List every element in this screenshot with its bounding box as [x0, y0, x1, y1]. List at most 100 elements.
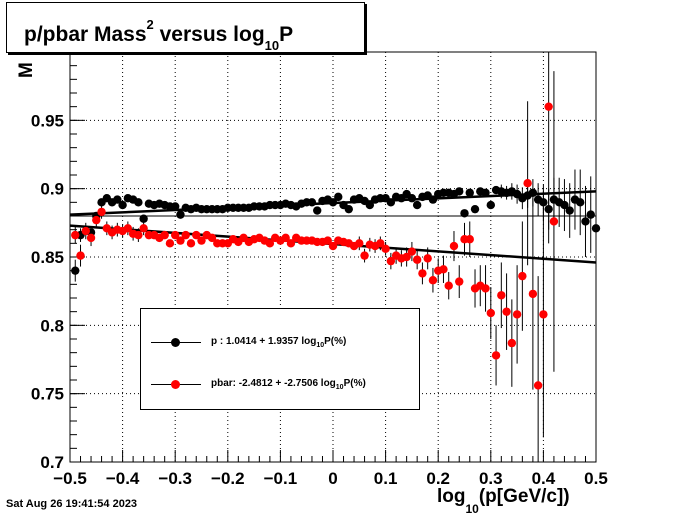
- legend-p-sub: 10: [316, 342, 325, 349]
- x-tick-label: −0.5: [53, 469, 87, 488]
- title-sup: 2: [146, 17, 154, 32]
- title-main: p/pbar Mass: [24, 23, 147, 46]
- x-tick-label: 0.3: [479, 469, 503, 488]
- data-point-pbar: [265, 239, 275, 248]
- tick-labels: −0.5 −0.4 −0.3 −0.2 −0.1 0 0.1 0.2 0.3 0.4 0.5 0.7 0…: [31, 111, 608, 488]
- x-tick-label: −0.2: [211, 469, 245, 488]
- data-point-pbar: [481, 284, 490, 293]
- x-tick-label: 0.4: [532, 469, 556, 488]
- data-point-pbar: [455, 277, 464, 286]
- x-label-sub: 10: [465, 501, 479, 516]
- data-point-pbar: [197, 236, 206, 245]
- data-point-pbar: [207, 233, 217, 243]
- data-point-pbar: [171, 230, 180, 240]
- y-tick-label: 0.7: [40, 453, 64, 472]
- data-point-pbar: [381, 244, 390, 253]
- data-point-pbar: [360, 251, 369, 260]
- data-point-p: [407, 194, 417, 203]
- timestamp: Sat Aug 26 19:41:54 2023: [6, 498, 138, 510]
- data-point-pbar: [512, 310, 522, 319]
- data-point-pbar: [423, 254, 432, 263]
- legend-pbar-post: P(%): [343, 378, 366, 389]
- data-point-pbar: [355, 239, 364, 248]
- x-axis-label: log10(p[GeV/c]): [437, 486, 570, 516]
- data-point-pbar: [539, 310, 548, 319]
- title-sub: 10: [264, 38, 280, 54]
- data-point-pbar: [181, 230, 190, 240]
- chart-title: p/pbar Mass2 versus log10P: [6, 2, 365, 53]
- x-tick-label: 0: [328, 469, 337, 488]
- data-point-p: [565, 206, 574, 215]
- data-point-pbar: [465, 235, 474, 244]
- data-point-pbar: [281, 233, 290, 243]
- data-point-p: [176, 210, 185, 219]
- data-point-p: [486, 200, 495, 210]
- data-point-p: [560, 200, 569, 210]
- data-point-pbar: [549, 217, 559, 226]
- data-point-p: [71, 266, 80, 275]
- data-point-p: [134, 198, 143, 207]
- data-point-pbar: [528, 289, 538, 299]
- data-point-p: [328, 198, 338, 207]
- data-point-p: [581, 217, 590, 226]
- x-tick-label: −0.4: [106, 469, 140, 488]
- data-point-pbar: [428, 276, 438, 285]
- data-point-p: [470, 204, 480, 214]
- y-tick-label: 0.8: [40, 316, 64, 335]
- data-point-pbar: [92, 215, 101, 225]
- x-tick-label: −0.3: [158, 469, 192, 488]
- y-tick-label: 0.75: [31, 385, 64, 404]
- data-point-pbar: [486, 308, 495, 318]
- grid-lines: [69, 52, 597, 463]
- data-point-pbar: [139, 224, 148, 233]
- data-point-pbar: [444, 281, 453, 290]
- title-mid: versus log: [153, 23, 265, 46]
- data-point-p: [481, 188, 490, 197]
- legend-pbar-name: pbar:: [211, 378, 236, 389]
- data-point-pbar: [165, 239, 175, 248]
- y-tick-label: 0.9: [40, 180, 64, 199]
- legend-marker-pbar: [171, 380, 180, 389]
- data-point-p: [113, 195, 122, 204]
- data-point-pbar: [507, 338, 517, 348]
- data-point-pbar: [76, 251, 85, 260]
- x-tick-label: 0.2: [426, 469, 450, 488]
- x-tick-label: −0.1: [264, 469, 298, 488]
- legend-entry-p: p : 1.0414 + 1.9357 log10P(%): [141, 333, 419, 353]
- data-point-p: [455, 187, 464, 196]
- legend-text-pbar: pbar: -2.4812 + -2.7506 log10P(%): [211, 378, 366, 391]
- data-point-p: [365, 200, 375, 210]
- data-point-pbar: [502, 307, 511, 316]
- legend: p : 1.0414 + 1.9357 log10P(%) pbar: -2.4…: [140, 308, 420, 410]
- title-end: P: [279, 23, 294, 46]
- data-point-pbar: [123, 224, 133, 233]
- data-point-pbar: [323, 236, 332, 245]
- data-point-pbar: [412, 255, 422, 264]
- axis-ticks: [69, 65, 597, 463]
- y-axis-label: M: [16, 62, 37, 78]
- data-point-p: [460, 209, 469, 218]
- y-tick-label: 0.85: [31, 248, 64, 267]
- legend-entry-pbar: pbar: -2.4812 + -2.7506 log10P(%): [141, 375, 419, 395]
- data-point-pbar: [376, 239, 385, 248]
- data-point-p: [412, 200, 422, 210]
- data-points: [71, 52, 601, 462]
- data-point-pbar: [186, 239, 196, 248]
- data-point-p: [118, 200, 127, 210]
- legend-text-p: p : 1.0414 + 1.9357 log10P(%): [211, 336, 346, 349]
- data-point-p: [576, 198, 585, 207]
- data-point-p: [528, 188, 538, 197]
- data-point-pbar: [176, 236, 185, 245]
- data-point-p: [465, 188, 474, 197]
- legend-p-pre: : 1.0414 + 1.9357 log: [217, 336, 317, 347]
- x-tick-label: 0.1: [374, 469, 398, 488]
- data-point-p: [428, 195, 438, 204]
- legend-pbar-pre: -2.4812 + -2.7506 log: [236, 378, 336, 389]
- y-tick-label: 0.95: [31, 111, 64, 130]
- data-point-pbar: [518, 271, 527, 281]
- data-point-pbar: [71, 230, 80, 240]
- legend-p-post: P(%): [324, 336, 347, 347]
- data-point-p: [386, 198, 396, 207]
- data-point-pbar: [97, 207, 106, 217]
